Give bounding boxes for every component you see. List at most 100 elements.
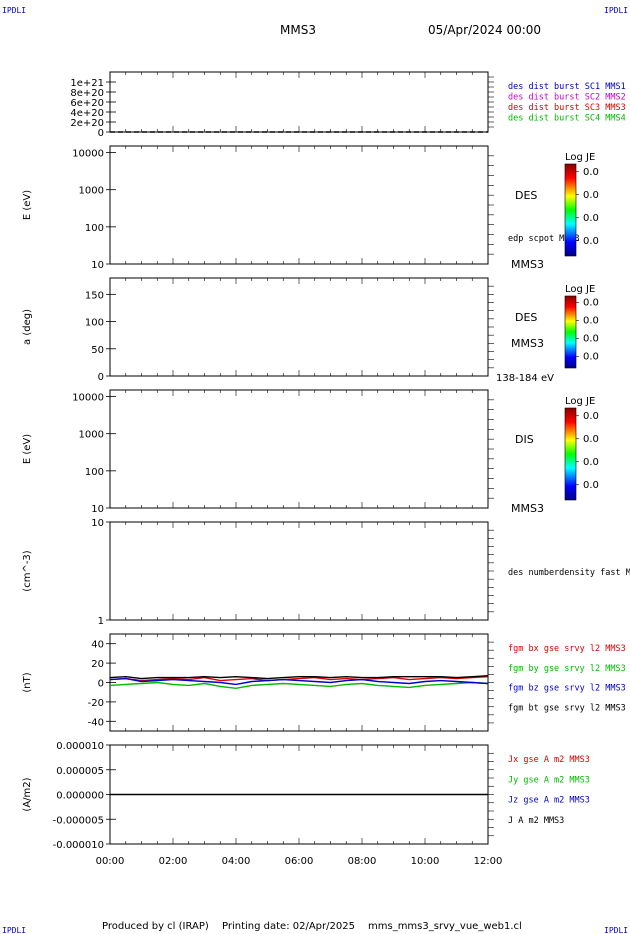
legend-entry: fgm bz gse srvy l2 MMS3 [508, 684, 626, 694]
x-tick-label: 00:00 [96, 856, 125, 867]
y-tick-label: 0 [98, 372, 104, 383]
x-tick-label: 04:00 [222, 856, 251, 867]
legend-entry: Jy gse A m2 MMS3 [508, 775, 590, 785]
colorbar-tick-label: 0.0 [583, 167, 599, 178]
colorbar-title: Log JE [565, 152, 595, 163]
y-tick-label: 1000 [79, 186, 104, 197]
y-axis-label: a (deg) [22, 309, 33, 345]
y-tick-label: 0.000010 [56, 741, 104, 752]
x-axis: 00:00 02:00 04:00 06:00 08:00 10:00 12:00 [96, 856, 503, 867]
panel-6: -40 -20 0 20 40 (nT) fgm bx gse srvy l2 MMS3 fg… [22, 633, 626, 732]
y-tick-label: 2e+20 [70, 118, 104, 129]
x-tick-label: 12:00 [474, 856, 503, 867]
footer-produced-by: Produced by cl (IRAP) [102, 921, 209, 932]
colorbar-tick-label: 0.0 [583, 298, 599, 309]
y-axis-label: (cm^-3) [22, 550, 33, 591]
x-tick-label: 06:00 [285, 856, 314, 867]
y-tick-label: 10 [91, 260, 104, 271]
y-axis-label: (A/m2) [22, 777, 33, 811]
colorbar-tick-label: 0.0 [583, 411, 599, 422]
colorbar-tick-label: 0.0 [583, 457, 599, 468]
legend-entry: Jx gse A m2 MMS3 [508, 755, 590, 765]
legend-entry: des numberdensity fast M [508, 568, 630, 578]
corner-label-top-left: IPDLI [2, 6, 26, 15]
colorbar-scale [564, 295, 577, 369]
y-tick-label: -0.000005 [53, 815, 104, 826]
panel-4: 10 100 1000 10000 E (eV) DIS MMS3 [22, 389, 544, 515]
legend-entry: des dist burst SC1 MMS1 [508, 82, 626, 92]
series-line-fgm-bx-gse-srvy-l2-MMS3 [109, 676, 489, 682]
legend-entry: des dist burst SC4 MMS4 [508, 114, 626, 124]
y-tick-label: 100 [85, 223, 104, 234]
date-title: 05/Apr/2024 00:00 [428, 23, 541, 37]
legend-entry: des dist burst SC2 MMS2 [508, 93, 626, 103]
colorbar-title: Log JE [565, 284, 595, 295]
colorbar-tick-label: 0.0 [583, 190, 599, 201]
colorbar-tick-label: 0.0 [583, 236, 599, 247]
y-axis-label: E (eV) [22, 434, 33, 464]
y-tick-label: 4e+20 [70, 108, 104, 119]
y-tick-label: 10 [91, 504, 104, 515]
instrument-label: DES [515, 189, 537, 202]
y-tick-label: 0 [98, 679, 104, 690]
panel-frame [109, 521, 489, 621]
spacecraft-label: MMS3 [511, 502, 544, 515]
y-tick-label: 100 [85, 318, 104, 329]
legend-entry: des dist burst SC3 MMS3 [508, 103, 626, 113]
panel-2: 10 100 1000 10000 E (eV) DES edp scpot MMS3 MMS… [22, 145, 580, 271]
y-tick-label: 6e+20 [70, 98, 104, 109]
y-tick-label: 0 [98, 128, 104, 139]
colorbar-tick-label: 0.0 [583, 316, 599, 327]
y-tick-label: 40 [91, 640, 104, 651]
colorbar-title: Log JE [565, 396, 595, 407]
legend-entry: fgm bt gse srvy l2 MMS3 [508, 703, 626, 713]
footer-filename: mms_mms3_srvy_vue_web1.cl [368, 921, 522, 932]
y-tick-label: 1000 [79, 430, 104, 441]
y-tick-label: 10 [91, 518, 104, 529]
y-tick-label: 100 [85, 467, 104, 478]
y-tick-label: -0.000010 [53, 840, 104, 851]
legend-entry: fgm bx gse srvy l2 MMS3 [508, 644, 626, 654]
colorbar-scale [564, 163, 577, 257]
spacecraft-title: MMS3 [280, 23, 316, 37]
y-tick-label: -20 [88, 698, 104, 709]
colorbar-1: Log JE 0.0 0.0 0.0 0.0 [564, 152, 599, 257]
colorbar-tick-label: 0.0 [583, 480, 599, 491]
series-line-fgm-bt-gse-srvy-l2-MMS3 [109, 675, 489, 680]
y-tick-label: 1 [98, 616, 104, 627]
y-tick-label: 10000 [72, 393, 104, 404]
x-tick-label: 02:00 [159, 856, 188, 867]
panel-frame [109, 633, 489, 732]
colorbar-scale [564, 407, 577, 501]
y-axis-label: E (eV) [22, 190, 33, 220]
panel-frame [109, 145, 489, 265]
panel-3: 0 50 100 150 a (deg) DES MMS3 138-184 eV [22, 277, 554, 384]
instrument-label: DIS [515, 433, 534, 446]
panel-frame [109, 389, 489, 509]
y-tick-label: 8e+20 [70, 88, 104, 99]
y-tick-label: 50 [91, 345, 104, 356]
legend-entry: Jz gse A m2 MMS3 [508, 796, 590, 806]
instrument-label: DES [515, 311, 537, 324]
y-tick-label: 150 [85, 290, 104, 301]
x-tick-label: 10:00 [411, 856, 440, 867]
colorbar-tick-label: 0.0 [583, 352, 599, 363]
series-line-fgm-bz-gse-srvy-l2-MMS3 [109, 677, 489, 686]
y-tick-label: 20 [91, 659, 104, 670]
panel-7: -0.000010 -0.000005 0.000000 0.000005 0.0000… [22, 741, 590, 851]
colorbar-3: Log JE 0.0 0.0 0.0 0.0 [564, 396, 599, 501]
y-tick-label: -40 [88, 717, 104, 728]
corner-label-bottom-right: IPDLI [604, 926, 628, 934]
legend-entry: fgm by gse srvy l2 MMS3 [508, 664, 626, 674]
panel-frame [109, 71, 489, 133]
panel-5: 1 10 (cm^-3) des numberdensity fast M [22, 518, 630, 627]
colorbar-tick-label: 0.0 [583, 334, 599, 345]
x-tick-label: 08:00 [348, 856, 377, 867]
y-tick-label: 1e+21 [70, 78, 104, 89]
y-tick-label: 0.000005 [56, 766, 104, 777]
corner-label-bottom-left: IPDLI [2, 926, 26, 934]
y-tick-label: 0.000000 [56, 791, 104, 802]
spacecraft-label: MMS3 [511, 258, 544, 271]
